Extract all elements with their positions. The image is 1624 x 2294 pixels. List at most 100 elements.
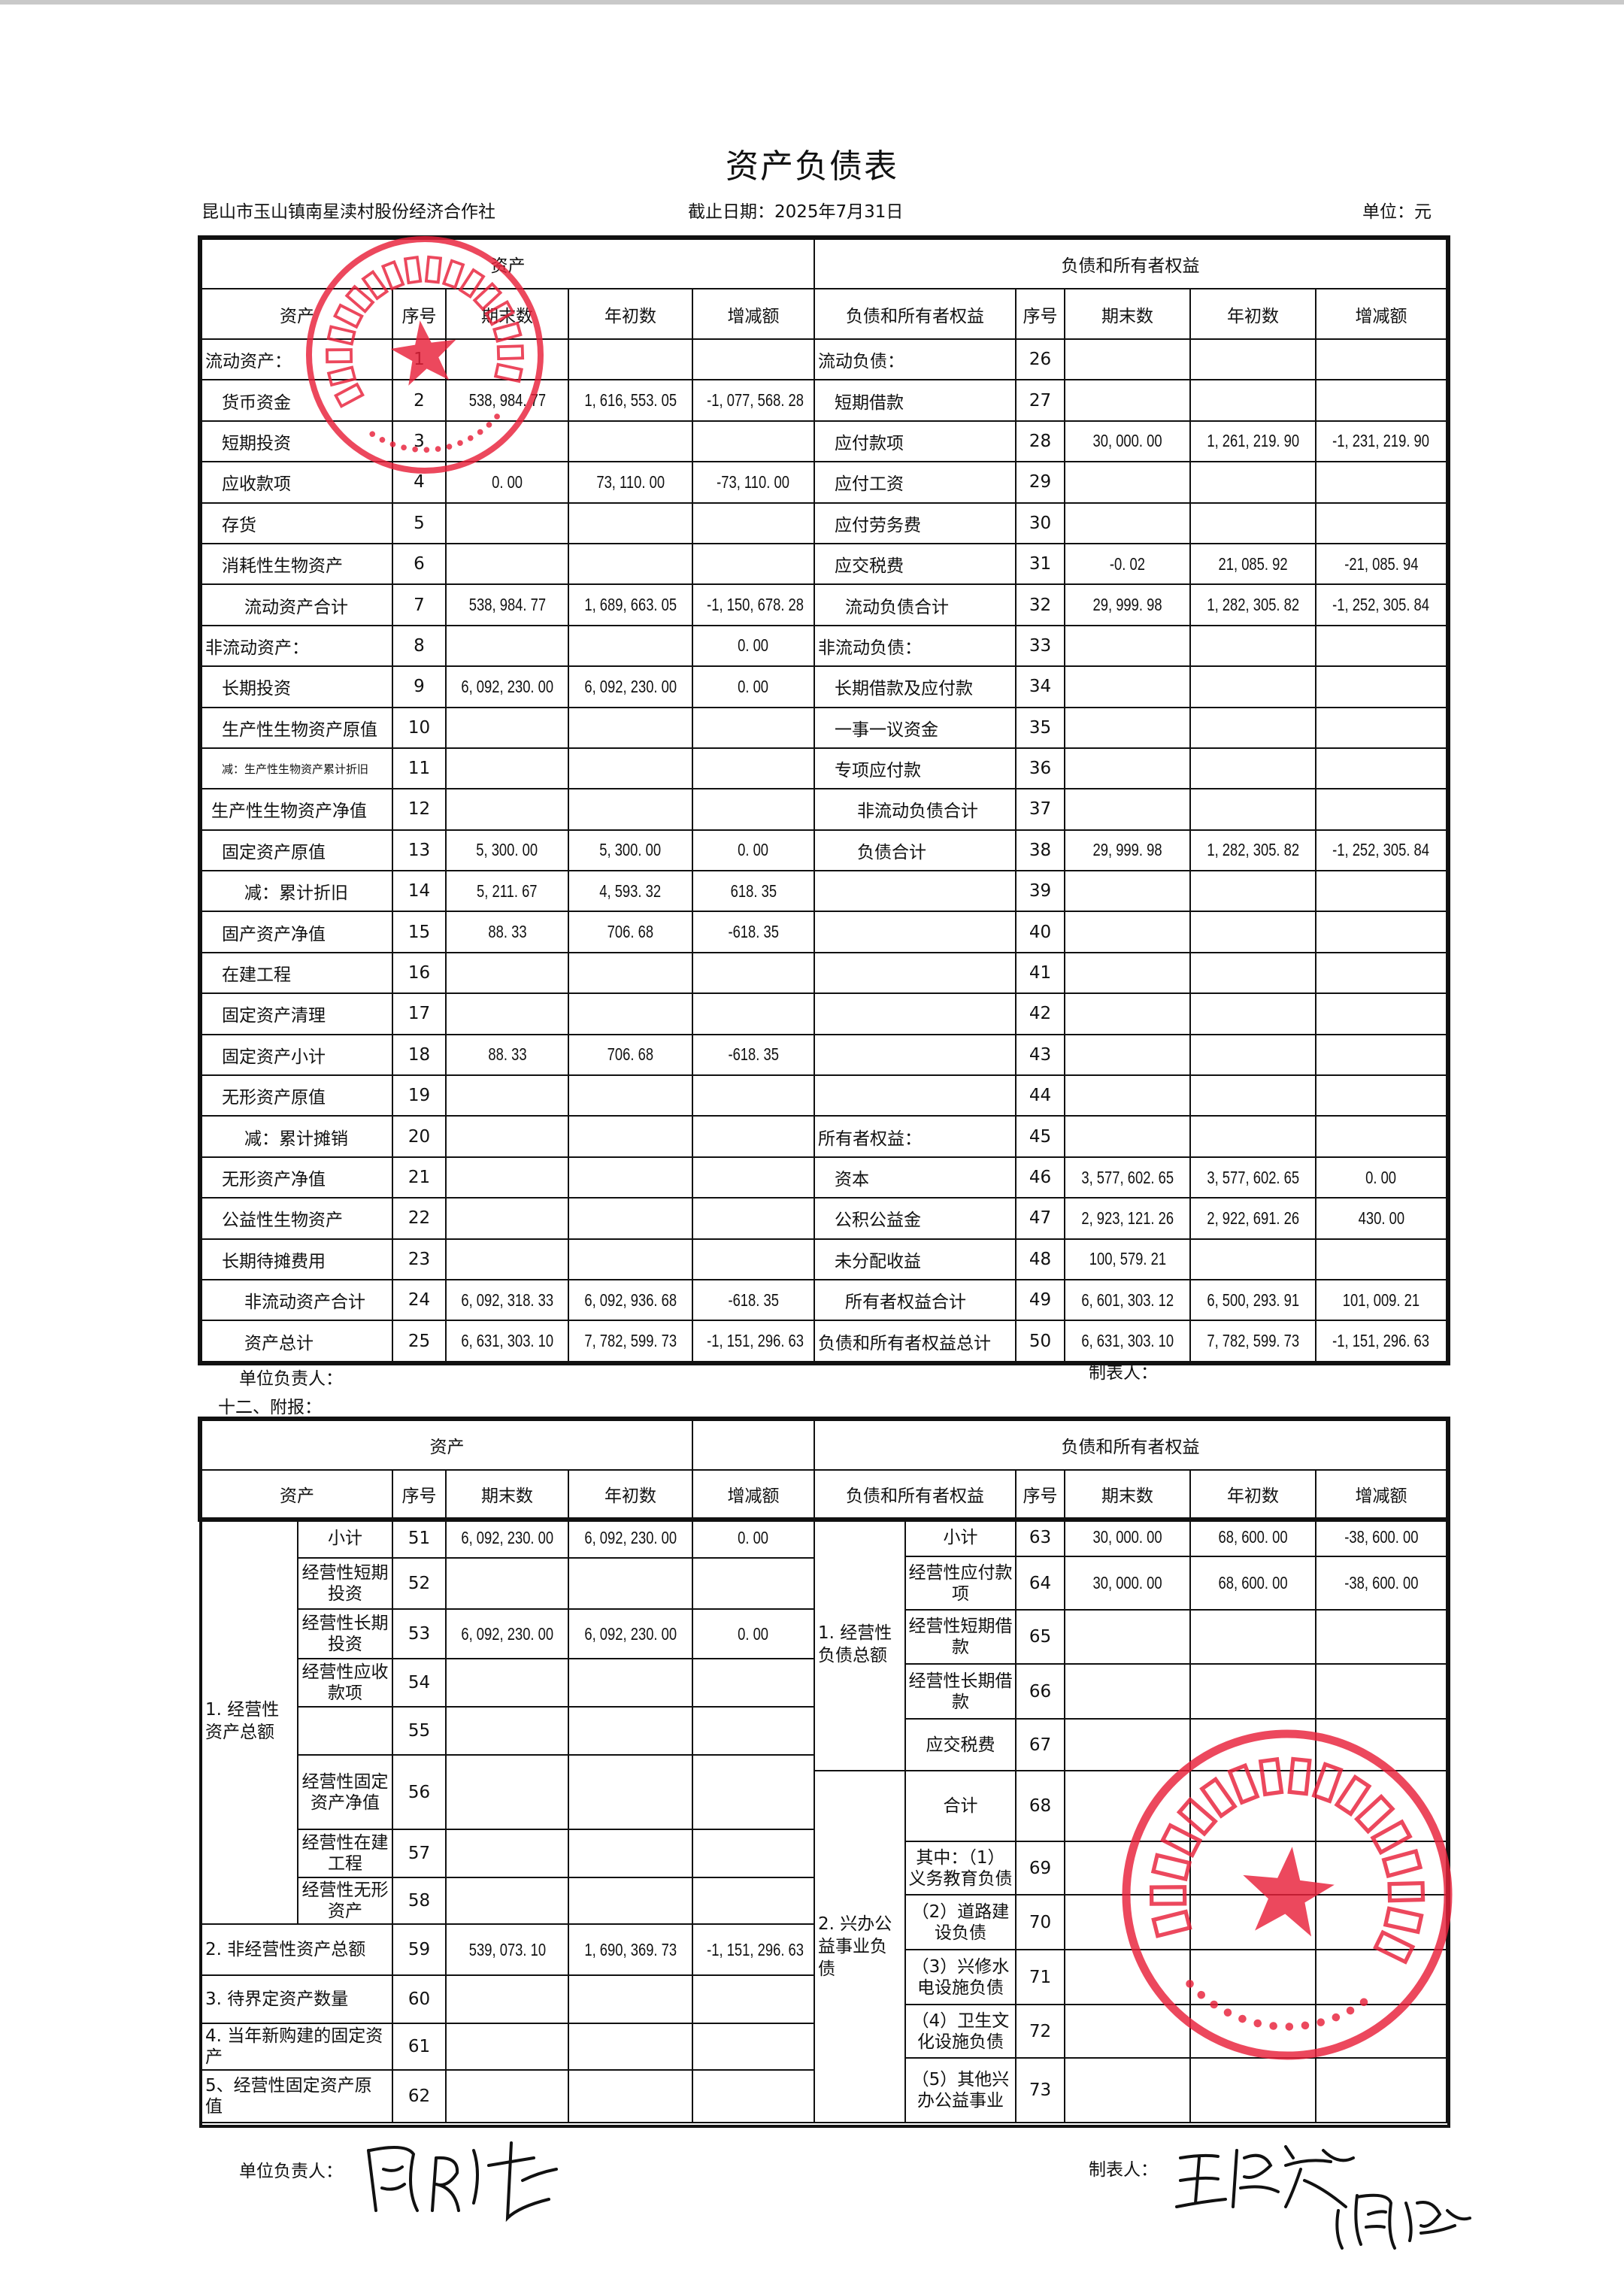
end-balance: [1064, 1894, 1191, 1950]
liability-label: [814, 1033, 1017, 1077]
liability-begin-balance: 6, 500, 293. 91: [1189, 1278, 1316, 1322]
asset-end-balance-value: 88. 33: [487, 922, 527, 942]
asset-line-no: 23: [392, 1238, 447, 1280]
appendix-col-header-left-begin-balance: 年初数: [568, 1469, 693, 1519]
end-balance: [1064, 1949, 1191, 2005]
line-no: 68: [1015, 1770, 1065, 1842]
asset-end-balance-value: 0. 00: [492, 471, 523, 492]
liability-line-no: 33: [1015, 624, 1065, 668]
liability-end-balance: [1064, 379, 1191, 422]
asset-line-no: 11: [392, 747, 447, 790]
end-balance: [445, 1658, 569, 1708]
liability-begin-balance-value: 7, 782, 599. 73: [1207, 1331, 1299, 1351]
asset-begin-balance: 7, 782, 599. 73: [568, 1320, 693, 1362]
asset-line-no: 19: [392, 1074, 447, 1117]
liability-begin-balance: [1189, 624, 1316, 668]
asset-begin-balance-value: 73, 110. 00: [596, 471, 665, 492]
liability-change: [1314, 870, 1448, 913]
change-value: 0. 00: [738, 1623, 769, 1644]
begin-balance: [568, 1658, 693, 1708]
change-value: -38, 600. 00: [1344, 1527, 1419, 1547]
liability-label: 资本: [814, 1156, 1017, 1199]
asset-change: -1, 077, 568. 28: [692, 379, 815, 422]
table-row: 减：累计折旧 14 5, 211. 67 4, 593. 32 618. 35 39: [201, 870, 1448, 913]
liability-change-value: -1, 252, 305. 84: [1332, 840, 1430, 860]
asset-change: -618. 35: [692, 1278, 815, 1322]
change: [1315, 1663, 1447, 1720]
liability-change: [1314, 665, 1448, 708]
begin-balance: [568, 1557, 693, 1610]
asset-begin-balance: [568, 542, 693, 586]
asset-end-balance-value: 6, 631, 303. 10: [461, 1331, 553, 1351]
end-balance: [445, 1557, 569, 1610]
table-row: 减：生产性生物资产累计折旧 11 专项应付款 36: [201, 747, 1448, 790]
asset-line-no: 15: [392, 911, 447, 953]
table-row: 2. 非经营性资产总额 59 539, 073. 10 1, 690, 369. 73…: [201, 1923, 815, 1976]
item-label: 经营性应收款项: [297, 1658, 393, 1708]
liability-begin-balance: [1189, 1074, 1316, 1117]
change-value: 0. 00: [738, 1528, 769, 1547]
liability-label: [814, 1074, 1017, 1117]
asset-label: 非流动资产：: [201, 624, 393, 668]
asset-change-value: -1, 077, 568. 28: [707, 390, 804, 411]
item-label: 应交税费: [904, 1718, 1017, 1771]
table-row: 短期投资 3 应付款项 28 30, 000. 00 1, 261, 219. 90 -1,…: [201, 420, 1448, 463]
asset-line-no: 6: [392, 542, 447, 586]
end-balance: [445, 2023, 569, 2071]
begin-balance: [568, 1974, 693, 2024]
liability-line-no: 43: [1015, 1033, 1065, 1077]
asset-begin-balance: 4, 593. 32: [568, 870, 693, 913]
asset-label: 流动资产：: [201, 338, 393, 381]
asset-label: 资产总计: [201, 1320, 393, 1362]
liability-label: 长期借款及应付款: [814, 665, 1017, 708]
asset-label: 固定资产原值: [201, 829, 393, 872]
asset-label: 流动资产合计: [201, 583, 393, 626]
liability-begin-balance: 1, 261, 219. 90: [1189, 420, 1316, 463]
begin-balance: 1, 690, 369. 73: [568, 1923, 693, 1976]
end-balance: 6, 092, 230. 00: [445, 1608, 569, 1659]
asset-change: [692, 542, 815, 586]
asset-change: [692, 1074, 815, 1117]
liability-line-no: 32: [1015, 583, 1065, 626]
asset-change-value: -1, 151, 296. 63: [707, 1331, 804, 1351]
liability-end-balance: [1064, 747, 1191, 790]
liability-label: 流动负债合计: [814, 583, 1017, 626]
asset-end-balance-value: 5, 300. 00: [476, 840, 538, 860]
line-no: 51: [392, 1517, 447, 1559]
liability-line-no: 49: [1015, 1278, 1065, 1322]
asset-line-no: 24: [392, 1278, 447, 1322]
asset-change-value: -618. 35: [728, 922, 779, 942]
asset-end-balance-value: 6, 092, 230. 00: [461, 676, 553, 696]
asset-end-balance-value: 538, 984. 77: [468, 595, 546, 615]
table-row: 经营性在建工程 57: [201, 1829, 815, 1878]
appendix-header: 资产 负债和所有者权益 资产 序号 期末数 年初数 增减额 负债和所有者权益 序号 期末数 年初…: [197, 1417, 1451, 1522]
table-row: 资产总计 25 6, 631, 303. 10 7, 782, 599. 73 -1, …: [201, 1320, 1448, 1362]
liability-line-no: 38: [1015, 829, 1065, 872]
change: [692, 1557, 815, 1610]
asset-line-no: 4: [392, 461, 447, 504]
asset-label: 减：生产性生物资产累计折旧: [201, 747, 393, 790]
appendix-assets-table: 1. 经营性资产总额 小计 51 6, 092, 230. 00 6, 092, 230…: [201, 1517, 815, 2123]
asset-begin-balance: [568, 502, 693, 544]
asset-line-no: 17: [392, 992, 447, 1035]
asset-begin-balance: 1, 616, 553. 05: [568, 379, 693, 422]
table-row: 经营性长期借款 66: [814, 1663, 1447, 1720]
preparer-label: 制表人：: [1089, 1363, 1158, 1383]
liability-begin-balance: 21, 085. 92: [1189, 542, 1316, 586]
table-row: 在建工程 16 41: [201, 951, 1448, 995]
asset-end-balance: [445, 1238, 569, 1280]
end-balance: 539, 073. 10: [445, 1923, 569, 1976]
end-balance: [1064, 1770, 1191, 1842]
liability-end-balance: [1064, 338, 1191, 381]
liability-begin-balance-value: 1, 261, 219. 90: [1207, 431, 1299, 451]
asset-line-no: 14: [392, 870, 447, 913]
line-no: 72: [1015, 2004, 1065, 2059]
liability-line-no: 39: [1015, 870, 1065, 913]
liability-end-balance-value: 2, 923, 121. 26: [1081, 1208, 1174, 1228]
liability-begin-balance-value: 3, 577, 602. 65: [1207, 1167, 1299, 1187]
table-row: 无形资产原值 19 44: [201, 1074, 1448, 1117]
asset-end-balance: [445, 992, 569, 1035]
liability-line-no: 44: [1015, 1074, 1065, 1117]
table-row: 1. 经营性负债总额 小计 63 30, 000. 00 68, 600. 00 -38,…: [814, 1517, 1447, 1771]
end-balance: [445, 1974, 569, 2024]
